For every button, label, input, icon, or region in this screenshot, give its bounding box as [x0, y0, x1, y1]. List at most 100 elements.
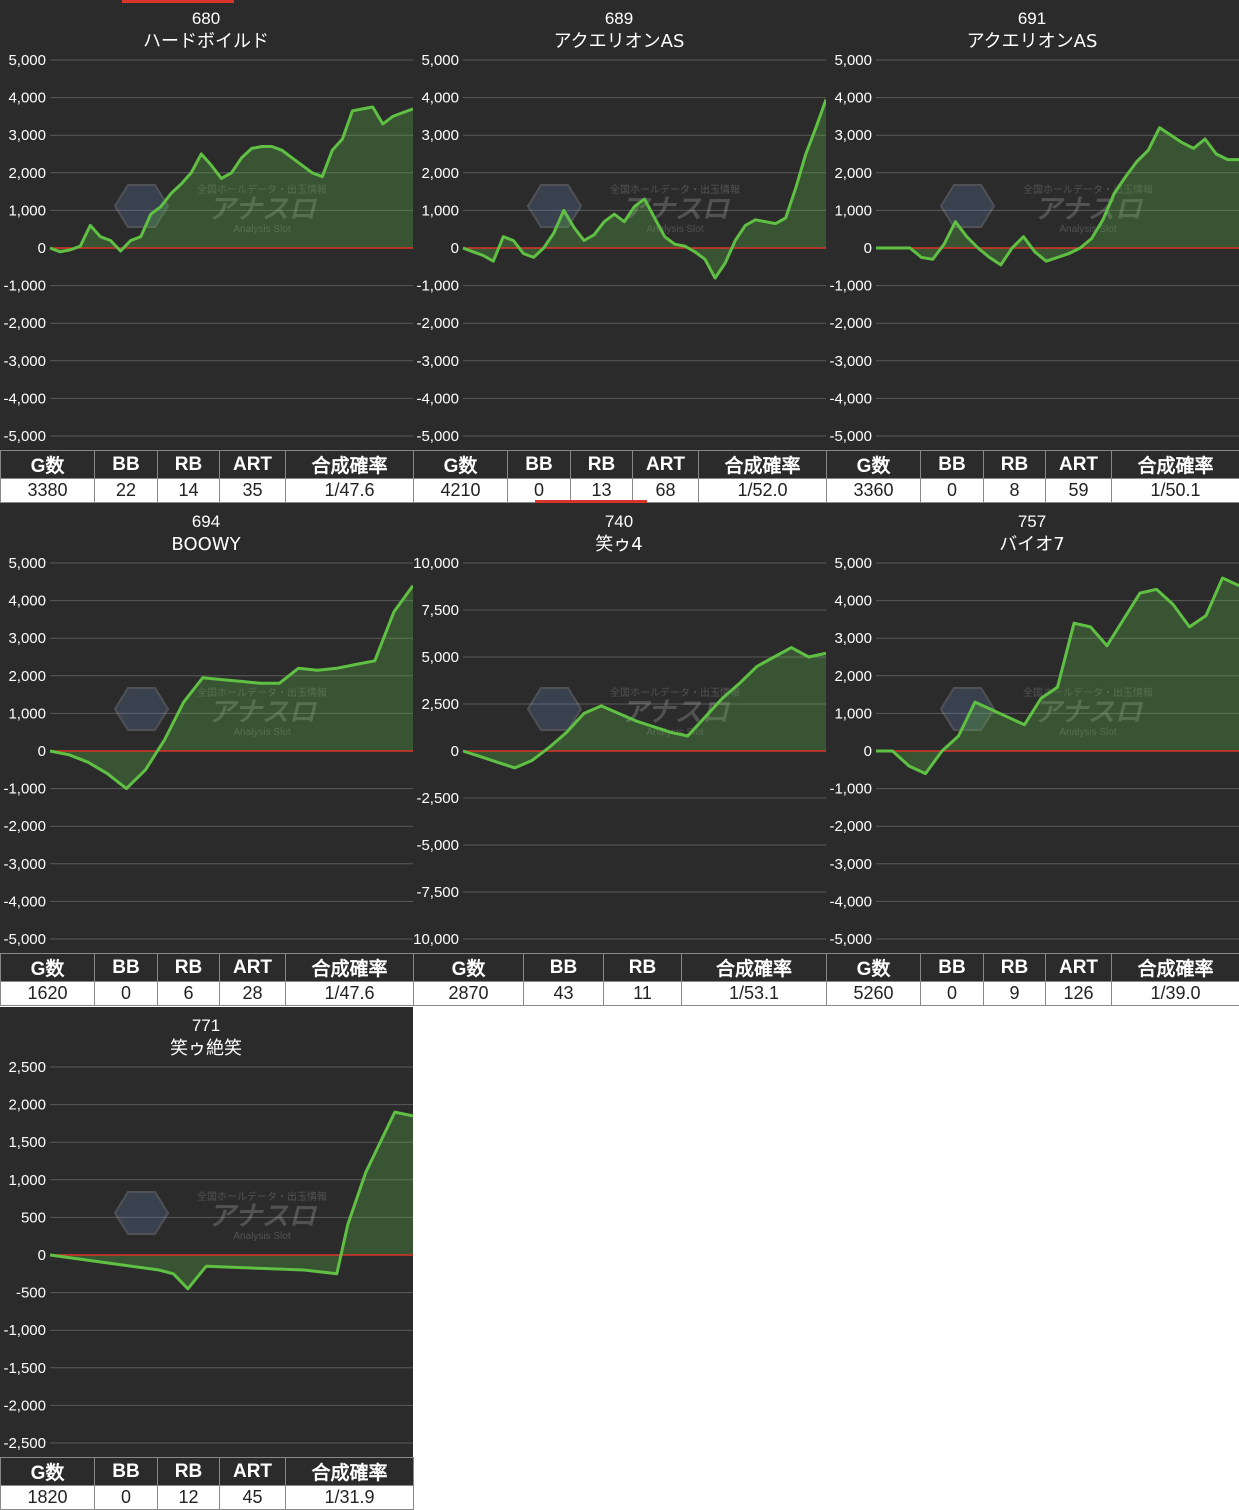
stats-value-cell: 35: [220, 479, 286, 503]
y-tick-label: 1,000: [8, 1172, 46, 1189]
y-tick-label: -2,000: [3, 1397, 46, 1414]
stats-value-cell: 4210: [414, 479, 508, 503]
y-tick-label: -1,000: [416, 278, 459, 295]
chart-title: 757: [1018, 512, 1046, 531]
watermark-subtext: Analysis Slot: [233, 1231, 290, 1242]
stats-value-cell: 1/47.6: [286, 982, 414, 1006]
chart-subtitle: バイオ7: [999, 534, 1064, 555]
y-tick-label: 5,000: [834, 52, 872, 69]
y-tick-label: -4,000: [829, 893, 872, 910]
stats-value-cell: 11: [604, 982, 682, 1006]
watermark-logo-icon: [941, 185, 994, 227]
accent-bar: [535, 500, 647, 503]
stats-value-cell: 8: [984, 479, 1046, 503]
y-tick-label: 5,000: [421, 52, 459, 69]
y-tick-label: -5,000: [829, 428, 872, 445]
series-area-fill: [50, 586, 413, 789]
stats-value-cell: 13: [571, 479, 633, 503]
stats-header-cell: RB: [158, 954, 220, 982]
stats-header-cell: 合成確率: [286, 954, 414, 982]
y-tick-label: 3,000: [834, 127, 872, 144]
stats-value-cell: 1/52.0: [699, 479, 827, 503]
y-tick-label: -4,000: [3, 390, 46, 407]
y-tick-label: 5,000: [8, 555, 46, 572]
stats-header-cell: 合成確率: [286, 1458, 414, 1486]
stats-value-cell: 0: [508, 479, 571, 503]
y-tick-label: -1,000: [829, 278, 872, 295]
y-tick-label: 3,000: [8, 127, 46, 144]
stats-header-cell: G数: [1, 451, 95, 479]
chart-title: 694: [192, 512, 220, 531]
stats-value-cell: 14: [158, 479, 220, 503]
chart-subtitle: ハードボイルド: [143, 31, 269, 52]
y-tick-label: 0: [451, 240, 459, 257]
stats-header-cell: RB: [571, 451, 633, 479]
y-tick-label: 0: [451, 743, 459, 760]
stats-value-cell: 1620: [1, 982, 95, 1006]
y-tick-label: 5,000: [421, 649, 459, 666]
stats-header-cell: ART: [220, 954, 286, 982]
stats-header-cell: ART: [1046, 954, 1112, 982]
accent-bar: [122, 0, 234, 3]
y-tick-label: 1,000: [8, 202, 46, 219]
y-tick-label: -4,000: [829, 390, 872, 407]
y-tick-label: -5,000: [3, 931, 46, 948]
y-tick-label: 2,500: [421, 696, 459, 713]
stats-header-cell: 合成確率: [1112, 954, 1239, 982]
y-tick-label: -1,000: [3, 1322, 46, 1339]
stats-value-cell: 45: [220, 1486, 286, 1510]
y-tick-label: 2,000: [8, 668, 46, 685]
y-tick-label: 2,500: [8, 1059, 46, 1076]
chart-subtitle: BOOWY: [171, 534, 241, 555]
y-tick-label: -3,000: [3, 856, 46, 873]
stats-value-cell: 1/50.1: [1112, 479, 1239, 503]
stats-header-cell: RB: [984, 451, 1046, 479]
stats-header-cell: BB: [508, 451, 571, 479]
y-tick-label: 500: [21, 1209, 46, 1226]
stats-value-cell: 0: [921, 982, 984, 1006]
y-tick-label: -3,000: [416, 353, 459, 370]
stats-value-cell: 2870: [414, 982, 524, 1006]
y-tick-label: 5,000: [8, 52, 46, 69]
y-tick-label: 3,000: [8, 630, 46, 647]
series-area-fill: [50, 107, 413, 252]
y-tick-label: 4,000: [834, 90, 872, 107]
stats-header-cell: RB: [604, 954, 682, 982]
y-tick-label: 10,000: [413, 555, 459, 572]
stats-header-cell: 合成確率: [699, 451, 827, 479]
chart-title: 691: [1018, 9, 1046, 28]
stats-value-cell: 22: [95, 479, 158, 503]
stats-value-cell: 1/39.0: [1112, 982, 1239, 1006]
stats-header-cell: G数: [414, 954, 524, 982]
y-tick-label: -5,000: [416, 837, 459, 854]
y-tick-label: 2,000: [8, 1097, 46, 1114]
stats-header-cell: BB: [921, 451, 984, 479]
y-tick-label: -2,000: [829, 818, 872, 835]
stats-header-cell: G数: [414, 451, 508, 479]
y-tick-label: 1,500: [8, 1134, 46, 1151]
y-tick-label: -1,000: [3, 781, 46, 798]
y-tick-label: 0: [864, 240, 872, 257]
stats-header-cell: BB: [921, 954, 984, 982]
stats-value-cell: 5260: [827, 982, 921, 1006]
chart-title: 740: [605, 512, 633, 531]
y-tick-label: 0: [38, 1247, 46, 1264]
stats-value-cell: 59: [1046, 479, 1112, 503]
stats-header-cell: BB: [95, 451, 158, 479]
stats-header-cell: ART: [1046, 451, 1112, 479]
stats-header-cell: BB: [95, 1458, 158, 1486]
y-tick-label: -2,500: [3, 1435, 46, 1452]
y-tick-label: 7,500: [421, 602, 459, 619]
stats-value-cell: 1820: [1, 1486, 95, 1510]
